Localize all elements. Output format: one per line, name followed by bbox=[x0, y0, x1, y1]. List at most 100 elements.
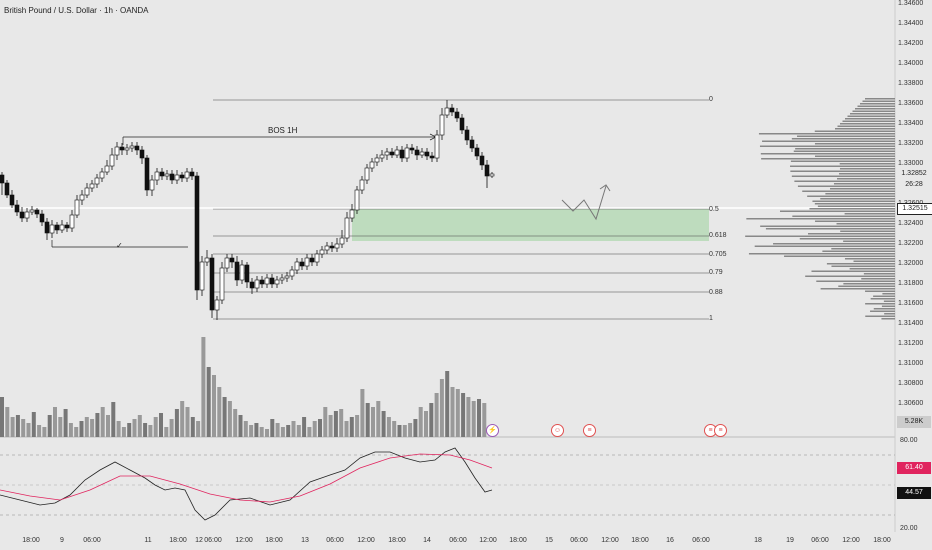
candle-body bbox=[309, 257, 315, 263]
time-axis-label: 06:00 bbox=[811, 537, 829, 544]
price-axis-label: 1.32000 bbox=[898, 260, 924, 267]
volume-value: 5.28K bbox=[904, 418, 924, 425]
candle-body bbox=[439, 114, 445, 136]
bos-annotation[interactable]: BOS 1H bbox=[268, 126, 298, 135]
volume-profile-bar bbox=[820, 198, 895, 200]
volume-bar bbox=[100, 407, 105, 437]
volume-bar bbox=[302, 417, 307, 437]
candle-body bbox=[49, 224, 55, 234]
fib-level-0.88: 0.88 bbox=[709, 289, 723, 296]
price-axis-label: 1.33400 bbox=[898, 120, 924, 127]
volume-bar bbox=[0, 397, 4, 437]
volume-bar bbox=[227, 401, 232, 437]
time-axis-label: 18 bbox=[754, 537, 762, 544]
crosshair-price-value: 1.32515 bbox=[902, 205, 928, 212]
candle-body bbox=[299, 261, 305, 267]
volume-bar bbox=[53, 407, 57, 437]
candle-body bbox=[399, 149, 405, 159]
volume-bar bbox=[455, 389, 460, 437]
candle-body bbox=[69, 214, 75, 229]
volume-bar bbox=[397, 425, 402, 437]
candle-body bbox=[169, 173, 175, 181]
volume-profile-bar bbox=[882, 293, 895, 295]
time-axis-label: 12:00 bbox=[357, 537, 375, 544]
volume-bar bbox=[386, 417, 391, 437]
volume-profile-bar bbox=[807, 195, 895, 197]
volume-bar bbox=[159, 413, 163, 437]
us-flag-event-icon[interactable]: ≡ bbox=[714, 424, 727, 437]
time-axis-label: 12:00 bbox=[479, 537, 497, 544]
candle-body bbox=[159, 171, 165, 177]
time-axis-label: 18:00 bbox=[388, 537, 406, 544]
volume-profile-bar bbox=[760, 153, 895, 155]
time-axis-label: 18:00 bbox=[631, 537, 649, 544]
volume-profile-bar bbox=[825, 193, 895, 195]
candle-body bbox=[0, 174, 5, 184]
volume-bar bbox=[275, 423, 280, 437]
price-axis-label: 1.33200 bbox=[898, 140, 924, 147]
volume-profile-bar bbox=[853, 260, 895, 262]
candle-body bbox=[34, 209, 40, 215]
check-annotation[interactable]: ✓ bbox=[116, 241, 123, 250]
time-axis[interactable]: 18:00 9 06:00 11 18:00 12 06:00 12:00 18:00 13 06:… bbox=[0, 532, 895, 550]
volume-profile-bar bbox=[857, 105, 895, 107]
volume-profile-bar bbox=[802, 190, 895, 192]
volume-bar bbox=[217, 387, 222, 437]
candle-body bbox=[84, 187, 90, 196]
symbol-title: British Pound / U.S. Dollar · 1h · OANDA bbox=[4, 6, 149, 15]
volume-bar bbox=[42, 427, 47, 437]
candle-body bbox=[284, 275, 290, 279]
volume-profile-bar bbox=[852, 110, 895, 112]
us-flag-event-icon[interactable]: ≡ bbox=[583, 424, 596, 437]
candle-body bbox=[99, 171, 105, 179]
volume-profile-bar bbox=[833, 183, 895, 185]
lightning-event-icon[interactable]: ⚡ bbox=[486, 424, 499, 437]
volume-profile-bar bbox=[844, 258, 895, 260]
volume-bar bbox=[445, 371, 450, 437]
volume-profile-bar bbox=[838, 285, 895, 287]
volume-bar bbox=[148, 425, 153, 437]
time-axis-label: 18:00 bbox=[509, 537, 527, 544]
time-axis-label: 06:00 bbox=[83, 537, 101, 544]
candle-body bbox=[4, 182, 10, 196]
volume-profile-bar bbox=[814, 143, 895, 145]
candle-body bbox=[404, 147, 410, 159]
us-flag-event-icon[interactable]: ☺ bbox=[551, 424, 564, 437]
volume-bar bbox=[355, 415, 360, 437]
volume-bar bbox=[21, 419, 26, 437]
volume-bar bbox=[37, 425, 42, 437]
volume-bar bbox=[153, 417, 158, 437]
volume-profile-bar bbox=[816, 280, 895, 282]
volume-profile-bar bbox=[845, 118, 895, 120]
volume-bar bbox=[106, 415, 110, 437]
volume-profile-bar bbox=[837, 178, 895, 180]
candle-body bbox=[479, 155, 485, 166]
volume-bar bbox=[434, 393, 439, 437]
volume-profile-bar bbox=[831, 265, 895, 267]
volume-bar bbox=[169, 419, 174, 437]
volume-bar bbox=[201, 337, 206, 437]
volume-bar bbox=[344, 421, 349, 437]
volume-bar bbox=[333, 411, 338, 437]
volume-bar bbox=[296, 425, 301, 437]
volume-bar bbox=[127, 423, 132, 437]
volume-bar bbox=[408, 423, 413, 437]
volume-bar bbox=[143, 423, 148, 437]
time-axis-label: 12 bbox=[195, 537, 203, 544]
volume-bar bbox=[270, 419, 275, 437]
candle-body bbox=[104, 165, 110, 173]
volume-profile-bar bbox=[881, 305, 895, 307]
volume-bar bbox=[349, 417, 354, 437]
candle-body bbox=[174, 174, 180, 181]
volume-profile-bar bbox=[849, 268, 895, 270]
volume-bar bbox=[233, 409, 238, 437]
volume-profile-bar bbox=[814, 130, 895, 132]
candle-body bbox=[489, 173, 495, 177]
candle-body bbox=[79, 194, 85, 201]
time-axis-label: 06:00 bbox=[326, 537, 344, 544]
volume-profile-bar bbox=[870, 298, 895, 300]
volume-profile-bar bbox=[791, 138, 895, 140]
volume-bar bbox=[31, 412, 36, 437]
volume-profile-bar bbox=[826, 263, 895, 265]
